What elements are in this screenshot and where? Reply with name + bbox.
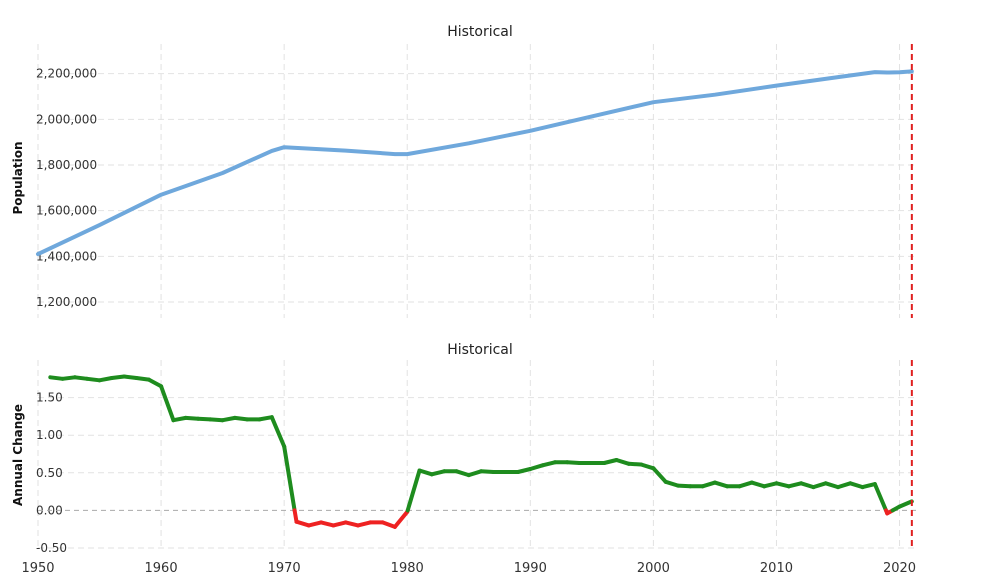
- annual-change-negative-segment: [306, 520, 324, 528]
- annual-change-positive-segment: [257, 415, 274, 422]
- population-y-axis-label: Population: [11, 141, 25, 214]
- annual-change-positive-segment: [208, 417, 225, 423]
- annual-change-positive-segment: [749, 480, 767, 489]
- annual-change-positive-segment: [48, 375, 65, 381]
- annual-change-x-gridlines: [37, 360, 901, 548]
- annual-change-y-tick-label: -0.50: [36, 541, 67, 555]
- annual-change-positive-segment: [651, 466, 668, 484]
- x-axis-tick-labels: 1950 1960 1970 1980 1990 2000 2010 2020: [21, 561, 916, 576]
- annual-change-positive-segment: [737, 480, 754, 489]
- annual-change-negative-segment: [343, 520, 360, 528]
- population-y-tick-label: 1,600,000: [36, 204, 97, 218]
- annual-change-positive-segment: [639, 462, 656, 471]
- annual-change-positive-segment: [700, 480, 717, 489]
- annual-change-positive-segment: [282, 444, 297, 513]
- annual-change-negative-segment: [356, 520, 373, 528]
- annual-change-positive-segment: [676, 483, 693, 489]
- annual-change-positive-segment: [269, 415, 287, 449]
- annual-change-positive-segment: [429, 469, 447, 477]
- annual-change-positive-segment: [479, 469, 496, 474]
- population-chart-title: Historical: [447, 24, 513, 40]
- x-axis-tick-label: 1980: [391, 561, 424, 576]
- population-y-tick-label: 1,800,000: [36, 158, 97, 172]
- annual-change-positive-segment: [196, 416, 213, 422]
- annual-change-positive-segment: [626, 461, 644, 467]
- annual-change-positive-segment: [417, 468, 434, 477]
- annual-change-positive-segment: [97, 376, 114, 383]
- annual-change-positive-segment: [823, 481, 840, 490]
- annual-change-positive-segment: [540, 460, 557, 468]
- annual-change-positive-segment: [528, 463, 545, 471]
- annual-change-y-tick-label: 0.50: [36, 466, 63, 480]
- population-series: [36, 69, 914, 257]
- annual-change-negative-segment: [392, 509, 410, 529]
- annual-change-positive-segment: [232, 415, 250, 422]
- annual-change-positive-segment: [663, 479, 680, 488]
- annual-change-positive-segment: [762, 481, 779, 489]
- population-y-gridlines: [38, 73, 918, 303]
- annual-change-positive-segment: [60, 375, 77, 381]
- annual-change-y-axis-label: Annual Change: [11, 404, 25, 506]
- annual-change-positive-segment: [786, 481, 804, 489]
- annual-change-negative-segment: [319, 520, 336, 528]
- population-y-tick-labels: 1,200,000 1,400,000 1,600,000 1,800,000 2,00…: [36, 67, 97, 309]
- x-axis-tick-label: 2010: [760, 561, 793, 576]
- population-y-tick-label: 1,400,000: [36, 249, 97, 263]
- x-axis-tick-label: 2000: [637, 561, 670, 576]
- annual-change-positive-segment: [405, 468, 422, 513]
- annual-change-positive-segment: [872, 482, 888, 513]
- annual-change-positive-segment: [602, 458, 619, 465]
- annual-change-chart-panel: Historical Annual Change -0.500.000.501.…: [11, 342, 918, 576]
- annual-change-positive-segment: [897, 499, 914, 509]
- annual-change-positive-segment: [454, 469, 471, 478]
- annual-change-negative-segment: [294, 519, 311, 528]
- x-axis-tick-label: 1990: [514, 561, 547, 576]
- annual-change-positive-segment: [159, 384, 176, 423]
- annual-change-positive-segment: [183, 415, 200, 421]
- annual-change-positive-segment: [848, 481, 865, 490]
- annual-change-positive-segment: [712, 480, 730, 489]
- annual-change-positive-segment: [72, 375, 90, 381]
- annual-change-positive-segment: [109, 374, 127, 380]
- population-line: [36, 69, 914, 257]
- population-y-tick-label: 1,200,000: [36, 295, 97, 309]
- annual-change-positive-segment: [516, 467, 533, 474]
- annual-change-positive-segment: [565, 460, 582, 465]
- x-axis-tick-label: 1970: [268, 561, 301, 576]
- population-chart-panel: Historical Population 1,200,000 1,400,000…: [11, 24, 918, 318]
- population-x-gridlines: [37, 44, 901, 318]
- annual-change-positive-segment: [614, 458, 631, 466]
- annual-change-positive-segment: [799, 481, 816, 490]
- annual-change-positive-segment: [85, 376, 102, 383]
- annual-change-positive-segment: [146, 377, 164, 389]
- annual-change-positive-segment: [860, 482, 877, 490]
- annual-change-y-tick-labels: -0.500.000.501.001.50: [36, 391, 67, 555]
- annual-change-negative-segment: [380, 520, 397, 529]
- annual-change-positive-segment: [134, 376, 151, 382]
- annual-change-positive-segment: [811, 481, 828, 490]
- x-axis-tick-label: 1960: [145, 561, 178, 576]
- annual-change-positive-segment: [122, 374, 139, 380]
- annual-change-positive-segment: [220, 415, 237, 423]
- x-axis-tick-label: 1950: [21, 561, 54, 576]
- annual-change-series: [48, 374, 914, 529]
- population-y-tick-label: 2,200,000: [36, 67, 97, 81]
- annual-change-y-tick-label: 1.00: [36, 428, 63, 442]
- annual-change-positive-segment: [836, 481, 853, 490]
- annual-change-chart-title: Historical: [447, 342, 513, 358]
- annual-change-positive-segment: [774, 481, 791, 489]
- annual-change-positive-segment: [171, 415, 188, 423]
- annual-change-y-tick-label: 1.50: [36, 391, 63, 405]
- annual-change-positive-segment: [466, 469, 484, 478]
- x-axis-tick-label: 2020: [883, 561, 916, 576]
- annual-change-negative-segment: [331, 520, 348, 528]
- population-y-tick-label: 2,000,000: [36, 112, 97, 126]
